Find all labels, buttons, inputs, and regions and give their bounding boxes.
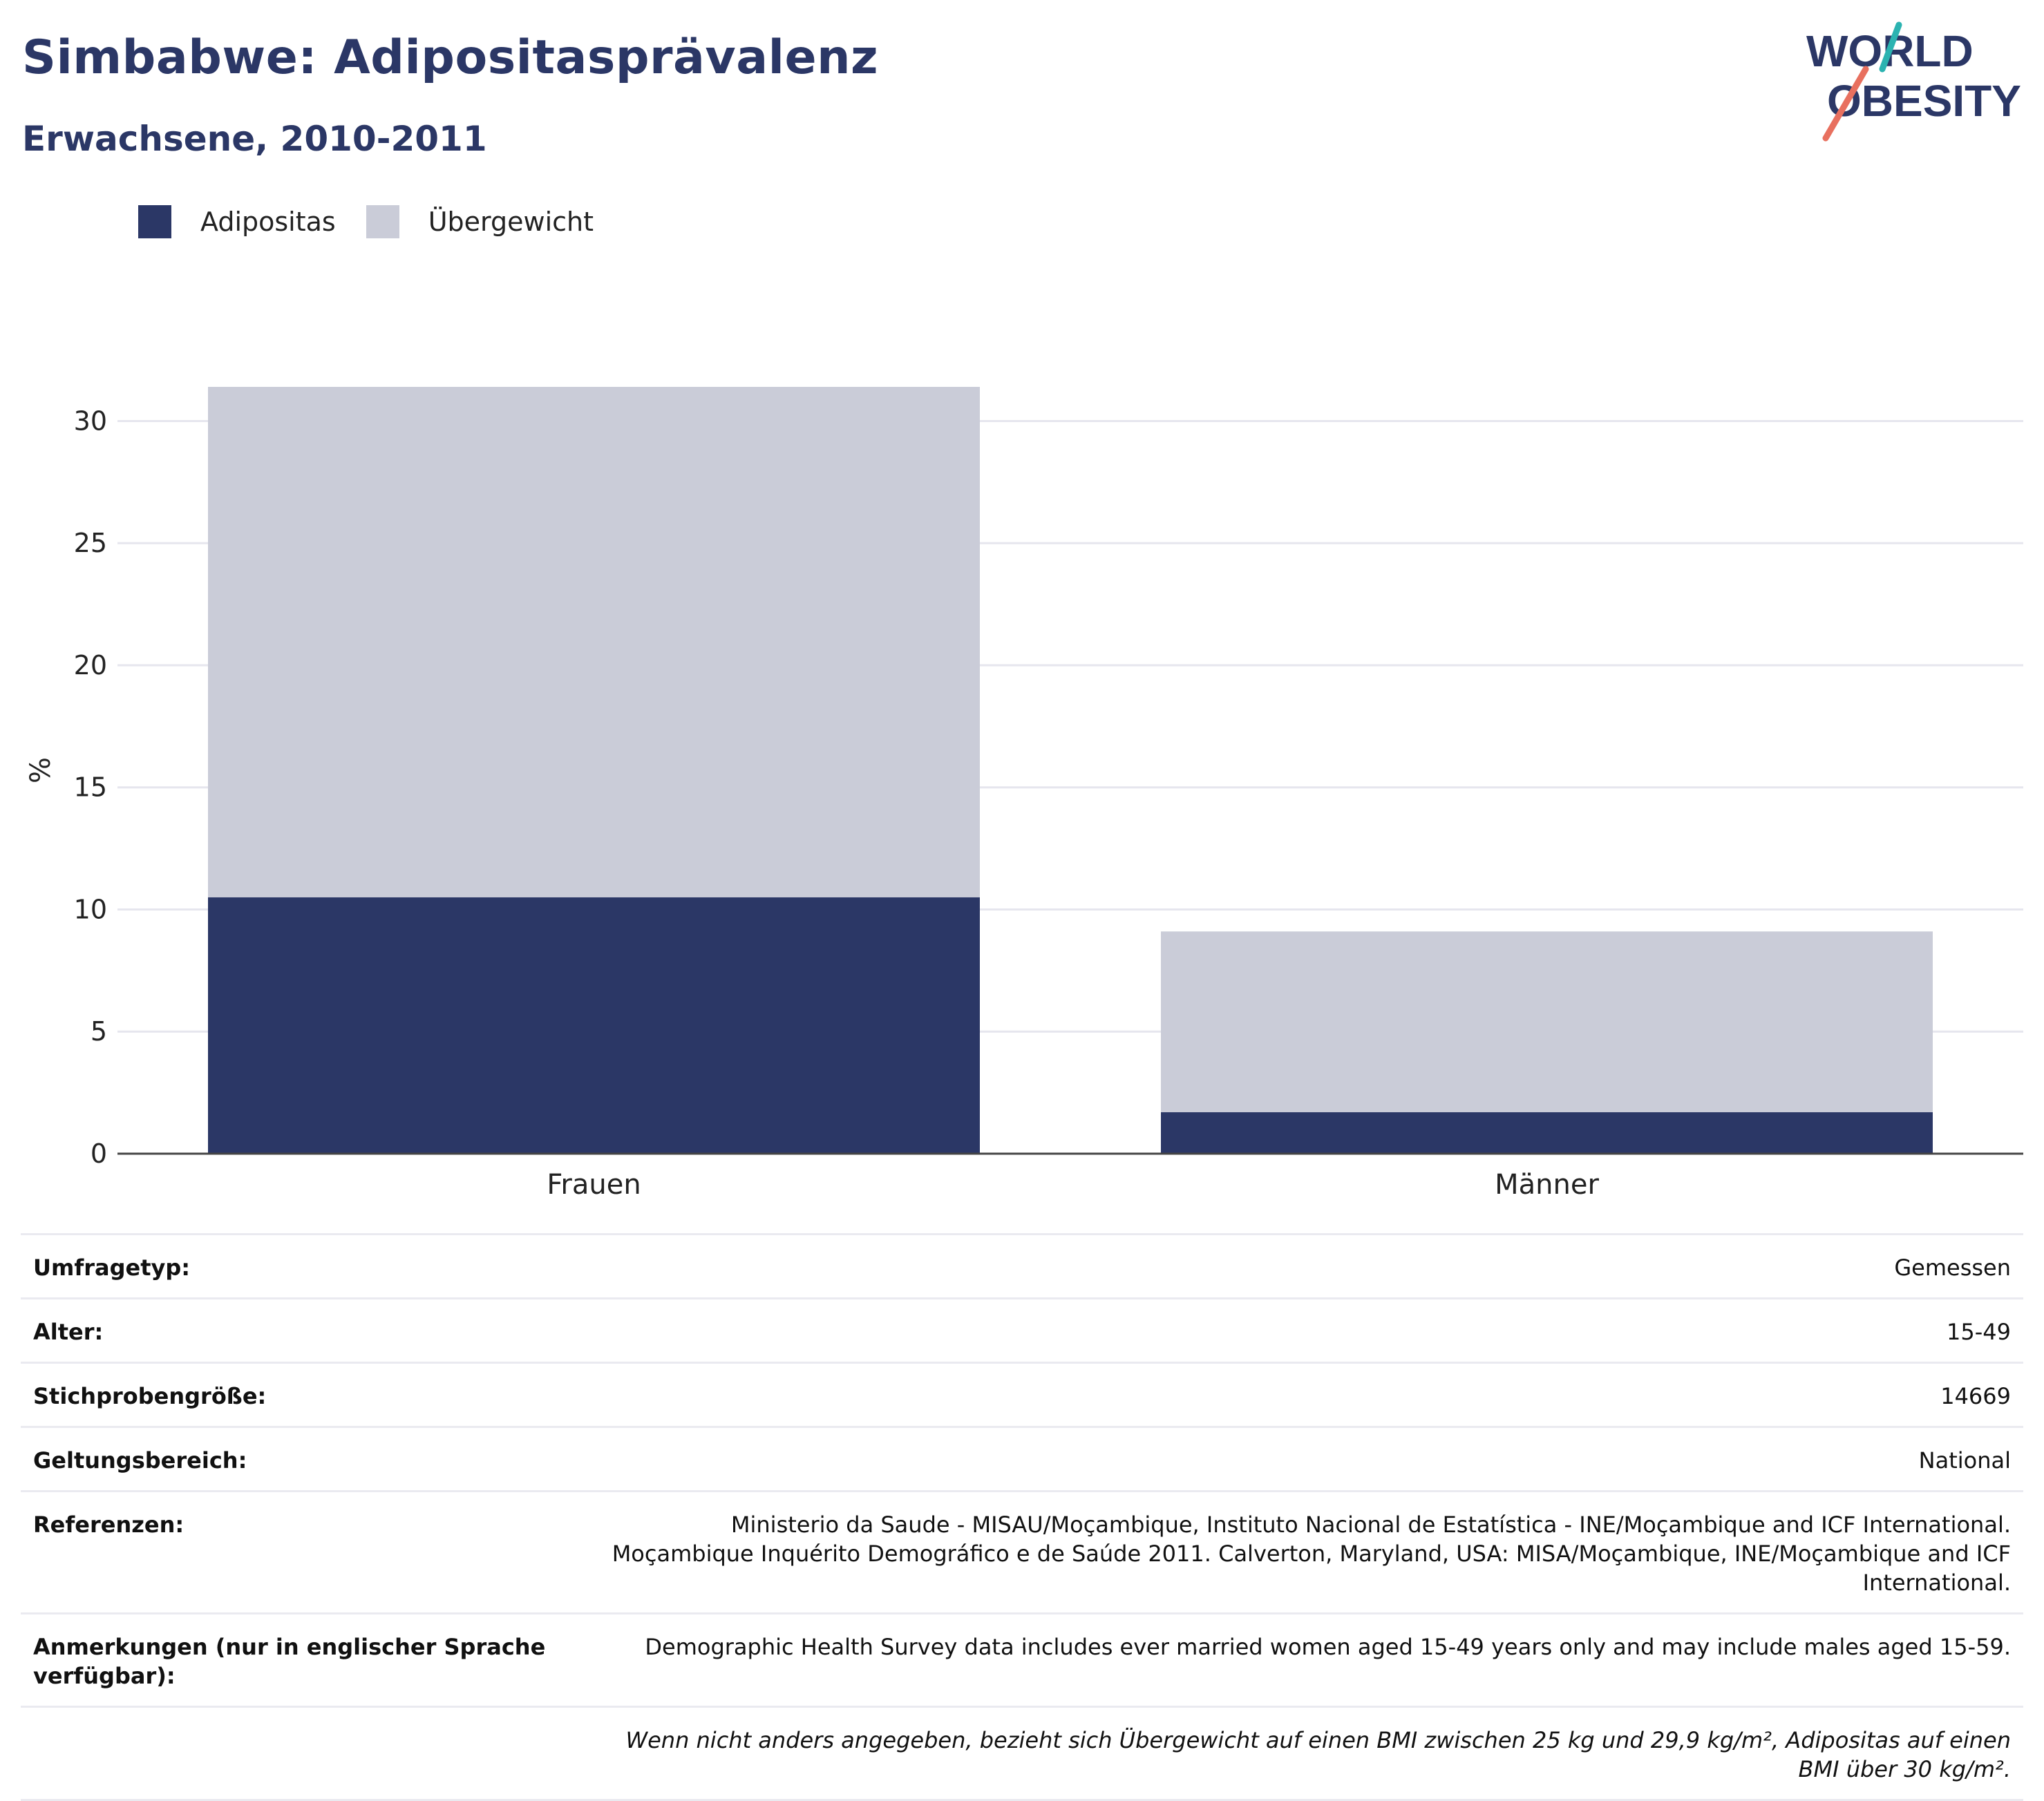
y-tick-label: 30 — [74, 406, 107, 436]
y-tick-label: 20 — [74, 650, 107, 680]
info-label-age: Alter: — [33, 1319, 104, 1345]
survey-info-table: Umfragetyp: Gemessen Alter: 15-49 Stichp… — [21, 1233, 2023, 1801]
y-tick-label: 15 — [74, 772, 107, 803]
bar-adipositas-frauen — [208, 897, 980, 1154]
chart-title: Simbabwe: Adipositasprävalenz — [22, 30, 879, 85]
legend-label-uebergewicht: Übergewicht — [428, 207, 594, 237]
info-value-notes: Demographic Health Survey data includes … — [645, 1634, 2011, 1660]
logo-slash-teal — [1879, 21, 1902, 73]
info-value-sample-size: 14669 — [1940, 1383, 2011, 1409]
y-tick-label: 10 — [74, 894, 107, 924]
info-value-scope: National — [1918, 1447, 2011, 1474]
info-value-references: Ministerio da Saude - MISAU/Moçambique, … — [612, 1512, 2011, 1596]
info-row-age: Alter: 15-49 — [21, 1297, 2023, 1362]
info-row-survey-type: Umfragetyp: Gemessen — [21, 1233, 2023, 1297]
stacked-bar-chart: 0 5 10 15 20 25 30% Frauen Männer — [25, 387, 2023, 1201]
info-label-sample-size: Stichprobengröße: — [33, 1383, 267, 1409]
info-label-references: Referenzen: — [33, 1512, 184, 1538]
bar-adipositas-mnner — [1161, 1112, 1933, 1154]
info-value-age: 15-49 — [1947, 1319, 2011, 1345]
y-tick-label: 0 — [91, 1138, 107, 1169]
world-obesity-logo: WORLD OBESITY — [1806, 21, 2021, 142]
logo-slash-coral — [1822, 66, 1869, 142]
bar-bergewicht-mnner — [1161, 931, 1933, 1112]
legend-swatch-adipositas — [138, 205, 171, 238]
info-row-notes: Anmerkungen (nur in englischer Sprache v… — [21, 1612, 2023, 1706]
legend-label-adipositas: Adipositas — [200, 207, 336, 237]
y-tick-label: 5 — [91, 1016, 107, 1047]
info-label-notes: Anmerkungen (nur in englischer Sprache v… — [33, 1634, 546, 1689]
info-row-sample-size: Stichprobengröße: 14669 — [21, 1362, 2023, 1426]
legend-item-uebergewicht[interactable]: Übergewicht — [366, 205, 594, 238]
x-tick-label: Frauen — [547, 1169, 641, 1201]
bar-bergewicht-frauen — [208, 387, 980, 897]
info-row-footnote: Wenn nicht anders angegeben, bezieht sic… — [21, 1706, 2023, 1801]
info-row-scope: Geltungsbereich: National — [21, 1426, 2023, 1490]
legend: Adipositas Übergewicht — [138, 205, 624, 238]
x-tick-label: Männer — [1495, 1169, 1599, 1201]
footnote-text: Wenn nicht anders angegeben, bezieht sic… — [625, 1727, 2011, 1782]
legend-swatch-uebergewicht — [366, 205, 399, 238]
info-label-scope: Geltungsbereich: — [33, 1447, 247, 1474]
y-tick-label: 25 — [74, 528, 107, 558]
chart-subtitle: Erwachsene, 2010-2011 — [22, 119, 487, 159]
info-row-references: Referenzen: Ministerio da Saude - MISAU/… — [21, 1490, 2023, 1612]
info-label-survey-type: Umfragetyp: — [33, 1255, 191, 1281]
info-value-survey-type: Gemessen — [1894, 1255, 2011, 1281]
legend-item-adipositas[interactable]: Adipositas — [138, 205, 336, 238]
y-axis-title: % — [25, 757, 57, 783]
